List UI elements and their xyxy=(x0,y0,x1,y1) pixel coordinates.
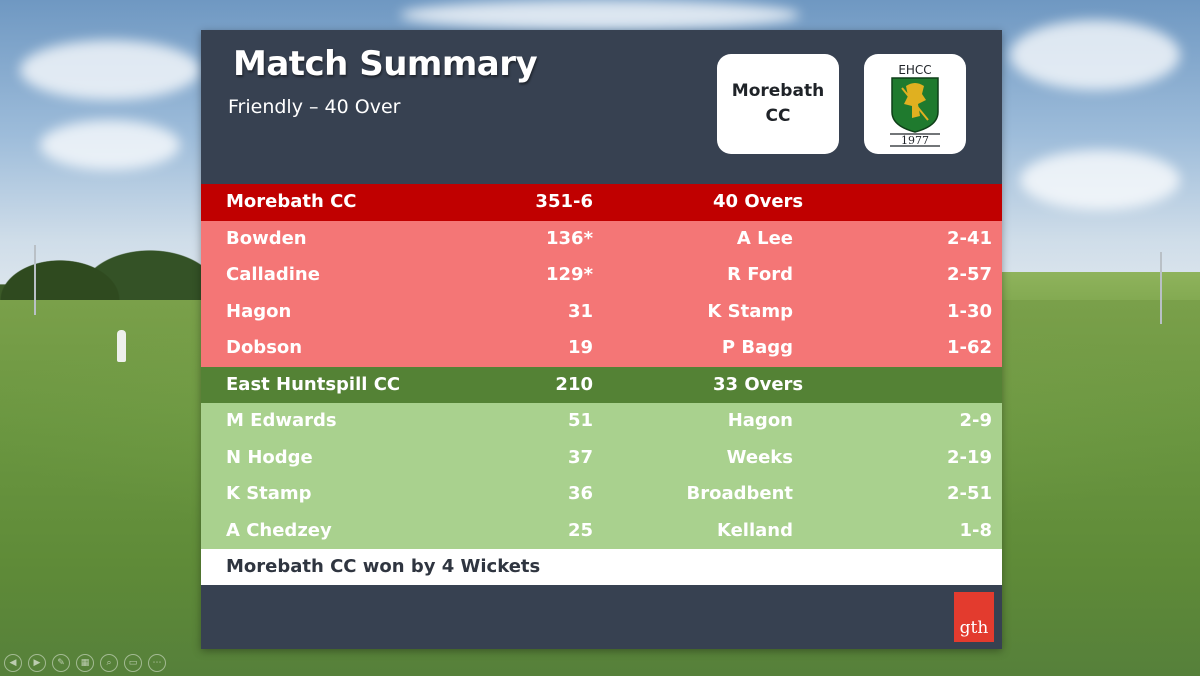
zoom-icon[interactable]: ⌕ xyxy=(100,654,118,672)
page-title: Match Summary xyxy=(233,44,538,84)
batter-name: Calladine xyxy=(226,264,320,285)
batter-runs: 25 xyxy=(567,519,593,541)
cloud xyxy=(1010,20,1180,90)
innings-1-header-row: Morebath CC 351-6 40 Overs xyxy=(201,184,1002,221)
bowler-name: Hagon xyxy=(727,410,793,431)
crest-bottom-text: 1977 xyxy=(901,134,929,147)
next-icon[interactable]: ▶ xyxy=(28,654,46,672)
slides-icon[interactable]: ▦ xyxy=(76,654,94,672)
home-team-logo-text: Morebath CC xyxy=(732,79,824,129)
batter-runs: 129* xyxy=(546,264,593,285)
bowler-name: Weeks xyxy=(726,446,793,468)
cloud xyxy=(20,40,200,100)
scorecard-table: Morebath CC 351-6 40 Overs Bowden 136* A… xyxy=(201,184,1002,585)
gth-brand-badge: gth xyxy=(954,592,994,642)
result-row: Morebath CC won by 4 Wickets xyxy=(201,549,1002,585)
batter-name: Dobson xyxy=(226,337,303,358)
team-overs: 33 Overs xyxy=(713,373,804,395)
innings-2-header-row: East Huntspill CC 210 33 Overs xyxy=(201,366,1002,403)
team-name: Morebath CC xyxy=(226,191,357,212)
batter-name: Hagon xyxy=(226,300,292,322)
batter-name: Bowden xyxy=(226,227,307,249)
bowler-figures: 1-30 xyxy=(946,300,992,322)
bowler-name: Kelland xyxy=(716,519,793,541)
table-row: Calladine 129* R Ford 2-57 xyxy=(201,257,1002,294)
bowler-name: A Lee xyxy=(736,227,793,249)
batter-runs: 36 xyxy=(567,483,593,504)
bowler-name: R Ford xyxy=(727,264,793,285)
bowler-name: Broadbent xyxy=(686,483,793,504)
bowler-figures: 2-57 xyxy=(946,264,992,285)
batter-runs: 37 xyxy=(567,446,593,468)
cloud xyxy=(400,0,800,30)
bowler-figures: 2-51 xyxy=(946,483,992,504)
bowler-name: K Stamp xyxy=(707,300,793,322)
table-row: N Hodge 37 Weeks 2-19 xyxy=(201,439,1002,476)
previous-icon[interactable]: ◀ xyxy=(4,654,22,672)
batter-name: M Edwards xyxy=(226,410,337,431)
slideshow-controls: ◀ ▶ ✎ ▦ ⌕ ▭ ⋯ xyxy=(4,654,166,672)
batter-runs: 51 xyxy=(567,410,593,431)
table-row: Bowden 136* A Lee 2-41 xyxy=(201,220,1002,257)
page-subtitle: Friendly – 40 Over xyxy=(228,96,401,118)
team-name: East Huntspill CC xyxy=(226,373,401,395)
table-row: M Edwards 51 Hagon 2-9 xyxy=(201,403,1002,440)
home-team-logo: Morebath CC xyxy=(717,54,839,154)
pen-icon[interactable]: ✎ xyxy=(52,654,70,672)
table-row: Hagon 31 K Stamp 1-30 xyxy=(201,293,1002,330)
home-logo-line2: CC xyxy=(765,106,791,126)
crest-top-text: EHCC xyxy=(898,63,931,77)
batter-runs: 136* xyxy=(546,227,593,249)
match-summary-panel: Match Summary Friendly – 40 Over Morebat… xyxy=(201,30,1002,649)
floodlight-post xyxy=(1160,252,1162,324)
table-row: K Stamp 36 Broadbent 2-51 xyxy=(201,476,1002,513)
table-row: Dobson 19 P Bagg 1-62 xyxy=(201,330,1002,367)
home-logo-line1: Morebath xyxy=(731,81,825,101)
away-team-logo: EHCC 1977 xyxy=(864,54,966,154)
floodlight-post xyxy=(34,245,36,315)
bowler-figures: 2-19 xyxy=(946,446,992,468)
team-score: 351-6 xyxy=(535,191,593,212)
match-result: Morebath CC won by 4 Wickets xyxy=(226,556,541,577)
batter-name: N Hodge xyxy=(226,446,313,468)
cloud xyxy=(40,120,180,170)
cloud xyxy=(1020,150,1180,210)
batter-runs: 31 xyxy=(567,300,593,322)
bowler-figures: 2-41 xyxy=(946,227,992,249)
fielder-figure xyxy=(117,330,126,362)
bowler-figures: 1-8 xyxy=(959,519,992,541)
batter-name: A Chedzey xyxy=(226,519,332,541)
more-icon[interactable]: ⋯ xyxy=(148,654,166,672)
bowler-name: P Bagg xyxy=(721,337,793,358)
batter-name: K Stamp xyxy=(226,483,312,504)
batter-runs: 19 xyxy=(567,337,593,358)
table-row: A Chedzey 25 Kelland 1-8 xyxy=(201,512,1002,549)
bowler-figures: 2-9 xyxy=(959,410,992,431)
team-overs: 40 Overs xyxy=(713,191,804,212)
bowler-figures: 1-62 xyxy=(946,337,992,358)
ehcc-crest-icon: EHCC 1977 xyxy=(890,63,940,147)
team-score: 210 xyxy=(555,373,593,395)
subtitles-icon[interactable]: ▭ xyxy=(124,654,142,672)
